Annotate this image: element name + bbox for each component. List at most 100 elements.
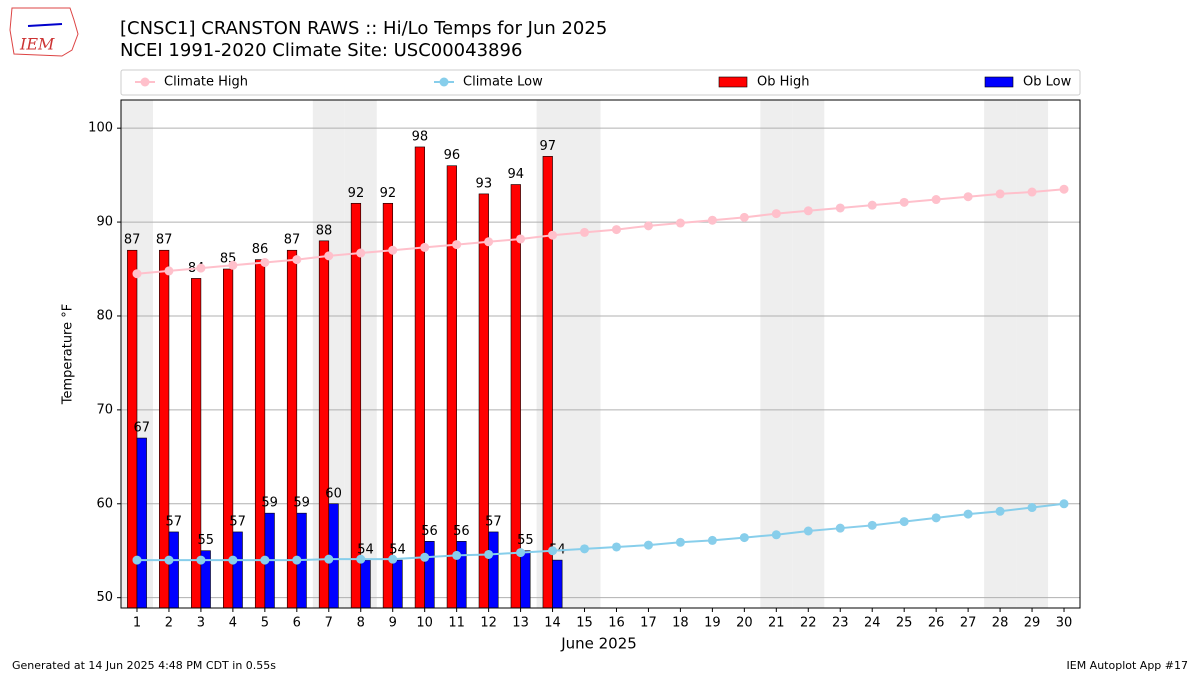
shade — [984, 100, 1017, 608]
logo-text: IEM — [19, 35, 55, 54]
bar — [136, 437, 147, 609]
point — [228, 260, 238, 270]
x-tick-label: 7 — [325, 616, 333, 631]
x-axis-label: June 2025 — [560, 635, 637, 653]
point — [963, 509, 973, 519]
point — [164, 266, 174, 276]
x-tick-label: 28 — [992, 616, 1009, 631]
bar-label: 92 — [348, 186, 365, 201]
point — [260, 257, 270, 267]
bar — [392, 559, 403, 609]
point — [1059, 499, 1069, 509]
legend-marker — [140, 77, 150, 87]
bar — [159, 249, 170, 609]
point — [516, 234, 526, 244]
point — [196, 555, 206, 565]
x-tick-label: 15 — [576, 616, 593, 631]
point — [580, 227, 590, 237]
bar-label: 54 — [357, 543, 374, 558]
point — [516, 548, 526, 558]
bar-label: 57 — [165, 514, 182, 529]
bar — [286, 249, 298, 609]
point — [1059, 184, 1069, 194]
point — [771, 530, 781, 540]
x-tick-label: 23 — [832, 616, 849, 631]
point — [1027, 503, 1037, 513]
footer-right: IEM Autoplot App #17 — [1067, 659, 1189, 672]
legend-swatch — [984, 76, 1014, 88]
bar-label: 86 — [252, 242, 269, 257]
bar-label: 88 — [316, 223, 333, 238]
bar — [478, 193, 489, 609]
x-tick-label: 2 — [165, 616, 173, 631]
x-tick-label: 12 — [480, 616, 497, 631]
bar — [520, 550, 531, 609]
point — [388, 245, 398, 255]
bar-label: 57 — [229, 514, 246, 529]
bar-label: 54 — [389, 543, 406, 558]
point — [420, 242, 430, 252]
bar-label: 87 — [124, 233, 141, 248]
point — [867, 200, 877, 210]
point — [995, 189, 1005, 199]
x-tick-label: 19 — [704, 616, 721, 631]
point — [611, 542, 621, 552]
x-tick-label: 16 — [608, 616, 625, 631]
y-tick-label: 90 — [96, 215, 113, 230]
point — [356, 248, 366, 258]
point — [420, 552, 430, 562]
point — [931, 513, 941, 523]
bar-label: 87 — [284, 233, 301, 248]
bar-label: 57 — [485, 514, 502, 529]
x-tick-label: 5 — [261, 616, 269, 631]
bar — [552, 559, 563, 609]
point — [611, 225, 621, 235]
x-tick-label: 20 — [736, 616, 753, 631]
point — [643, 221, 653, 231]
point — [548, 230, 558, 240]
x-tick-label: 3 — [197, 616, 205, 631]
point — [132, 269, 142, 279]
point — [899, 197, 909, 207]
point — [548, 546, 558, 556]
x-tick-label: 21 — [768, 616, 785, 631]
point — [324, 251, 334, 261]
point — [580, 544, 590, 554]
bar-label: 87 — [156, 233, 173, 248]
bar — [446, 165, 457, 609]
point — [132, 555, 142, 565]
x-tick-label: 11 — [448, 616, 465, 631]
y-tick-label: 70 — [96, 402, 113, 417]
bar-label: 55 — [197, 533, 214, 548]
bar — [424, 541, 435, 609]
x-tick-label: 13 — [512, 616, 529, 631]
point — [835, 203, 845, 213]
point — [867, 520, 877, 530]
x-tick-label: 25 — [896, 616, 913, 631]
chart-title: [CNSC1] CRANSTON RAWS :: Hi/Lo Temps for… — [120, 18, 607, 39]
legend-label: Ob Low — [1023, 75, 1072, 90]
bar-label: 93 — [476, 176, 493, 191]
x-tick-label: 10 — [416, 616, 433, 631]
point — [292, 255, 302, 265]
point — [484, 237, 494, 247]
point — [452, 550, 462, 560]
logo-icon — [27, 23, 63, 27]
point — [1027, 187, 1037, 197]
shade — [760, 100, 793, 608]
x-tick-label: 4 — [229, 616, 237, 631]
bar — [318, 240, 330, 609]
point — [707, 535, 717, 545]
point — [963, 192, 973, 202]
point — [388, 554, 398, 564]
legend-marker — [439, 77, 449, 87]
bar-label: 96 — [444, 148, 461, 163]
point — [228, 555, 238, 565]
y-tick-label: 100 — [88, 121, 113, 136]
shade — [1016, 100, 1049, 608]
bar — [488, 531, 499, 609]
x-tick-label: 9 — [389, 616, 397, 631]
bar-label: 92 — [380, 186, 397, 201]
